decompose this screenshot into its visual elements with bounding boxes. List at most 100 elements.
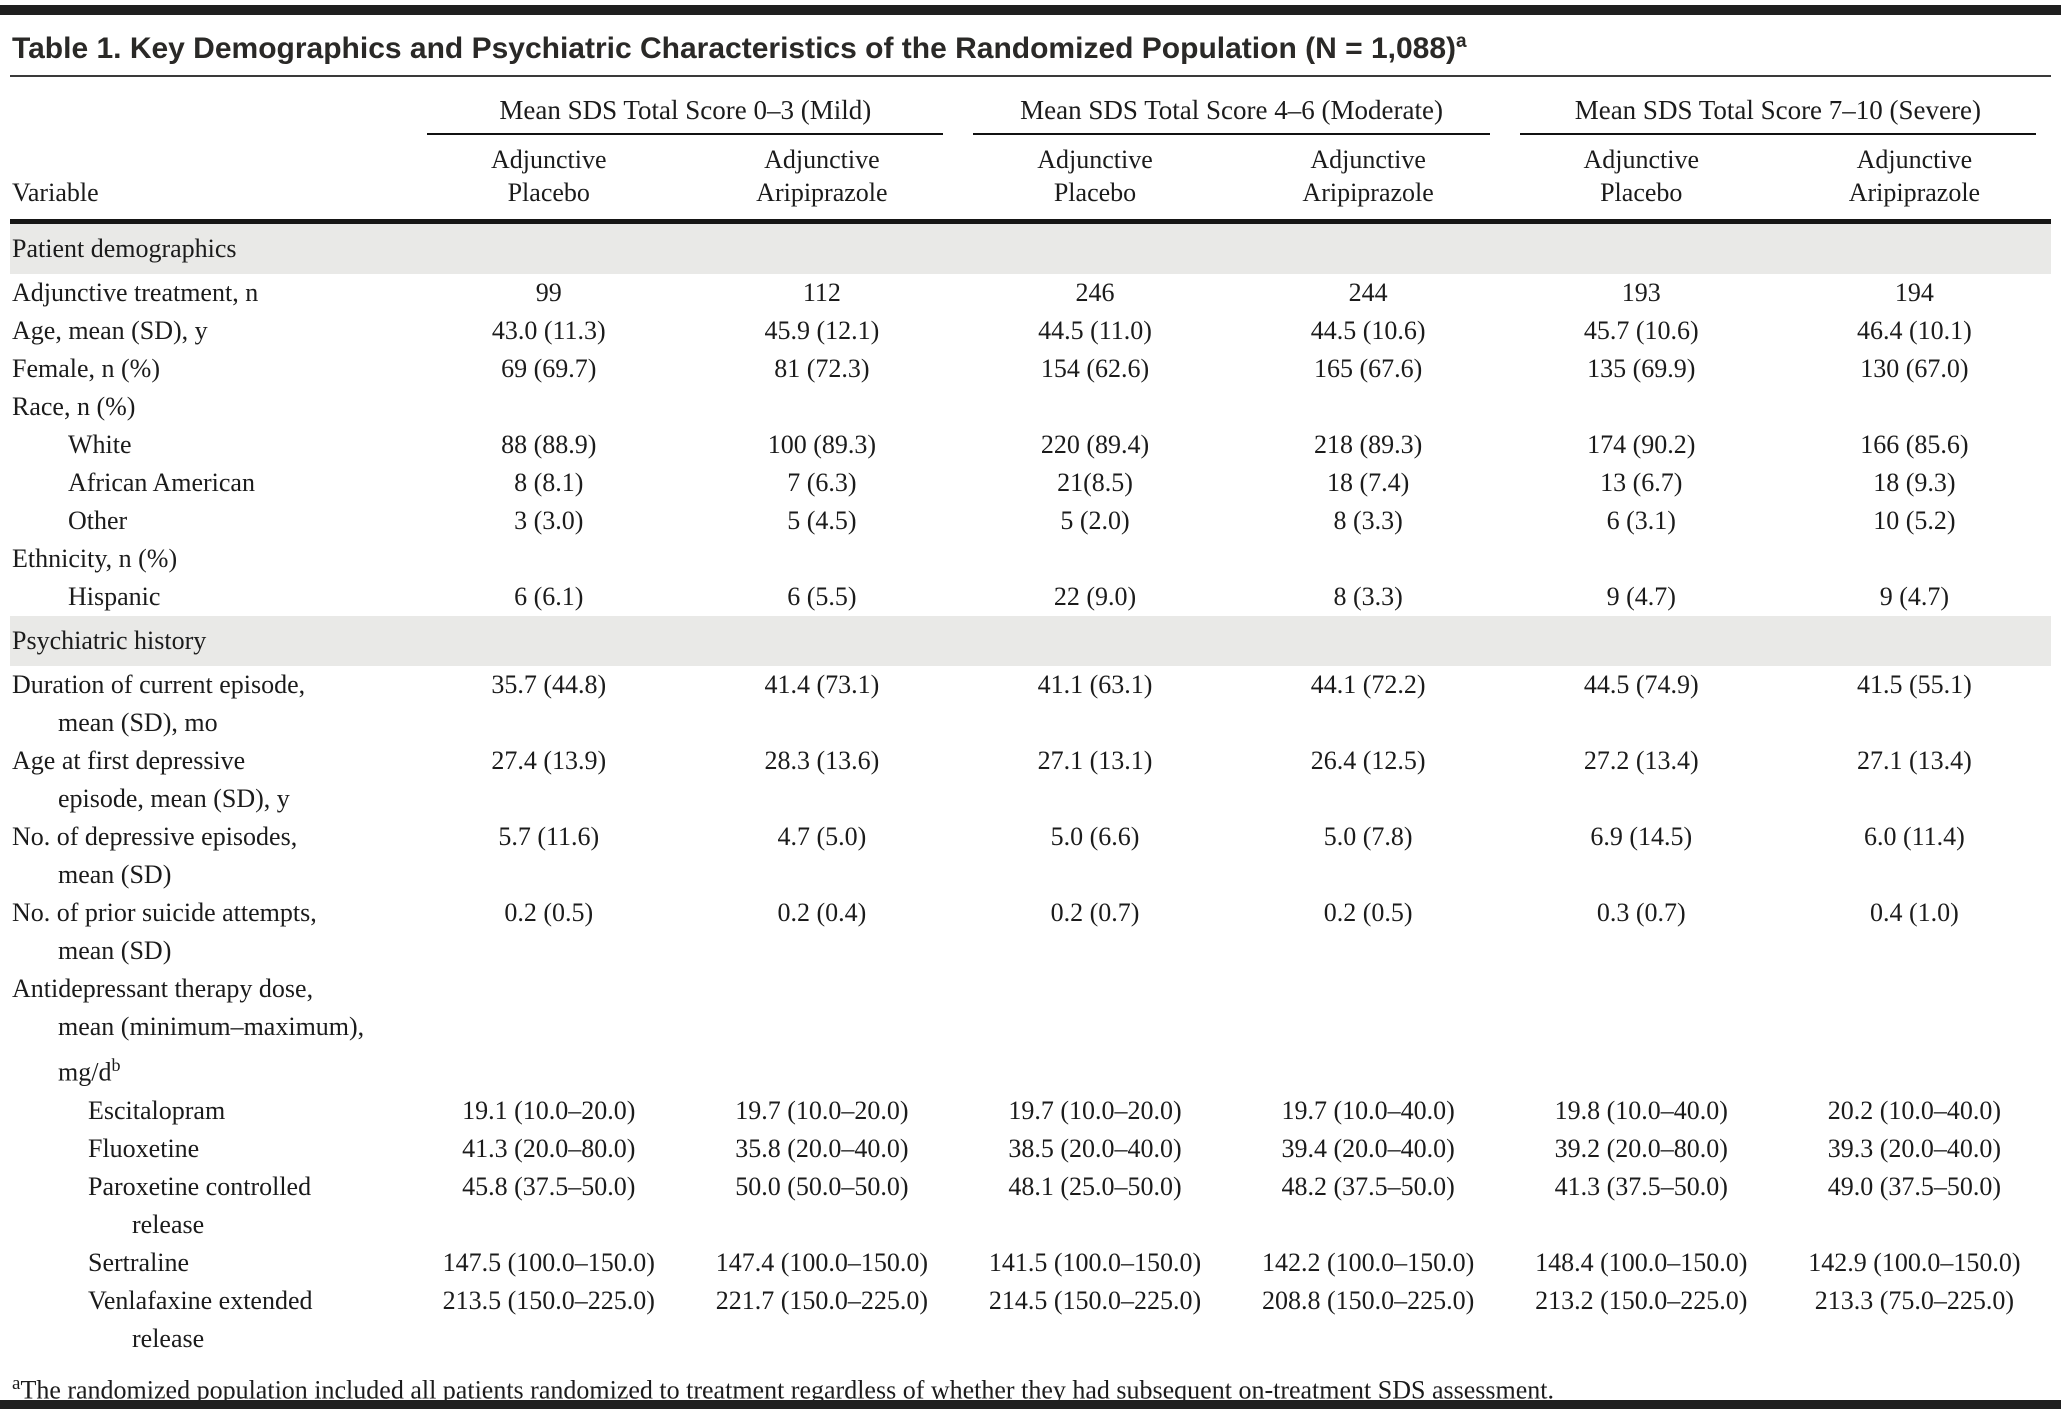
value-cell: 193 <box>1621 278 1661 307</box>
value-cell: 35.8 (20.0–40.0) <box>735 1133 909 1163</box>
table-row: Female, n (%) 69 (69.7) 81 (72.3) 154 (62.6… <box>10 350 2051 388</box>
value-cell: 0.2 (0.4) <box>777 898 867 927</box>
value-cell: 3 (3.0) <box>514 506 584 535</box>
row-label-line: White <box>68 430 132 459</box>
row-label-line: Sertraline <box>88 1247 190 1277</box>
value-cell: 50.0 (50.0–50.0) <box>735 1171 909 1201</box>
row-label: Hispanic <box>10 578 412 616</box>
column-header-placebo-mild: Adjunctive Placebo <box>412 136 686 224</box>
column-header-placebo-severe: Adjunctive Placebo <box>1504 136 1778 224</box>
value-cell: 5.0 (7.8) <box>1323 822 1413 851</box>
value-cell: 112 <box>802 278 841 307</box>
row-label: Fluoxetine <box>10 1130 412 1168</box>
table-row: White 88 (88.9) 100 (89.3) 220 (89.4) 218 (8… <box>10 426 2051 464</box>
row-label-line: Escitalopram <box>88 1095 226 1125</box>
row-label-line: Antidepressant therapy dose, <box>12 974 314 1003</box>
value-cell: 69 (69.7) <box>501 354 597 383</box>
value-cell: 6 (6.1) <box>514 582 584 611</box>
group-header-severe: Mean SDS Total Score 7–10 (Severe) <box>1505 77 2051 136</box>
row-label: Ethnicity, n (%) <box>10 540 412 578</box>
value-cell: 9 (4.7) <box>1879 582 1950 611</box>
value-cell: 135 (69.9) <box>1587 354 1696 383</box>
section-row: Patient demographics <box>10 221 2051 274</box>
value-cell: 19.7 (10.0–20.0) <box>735 1095 909 1125</box>
value-cell: 41.3 (20.0–80.0) <box>462 1133 636 1163</box>
value-cell: 18 (9.3) <box>1873 468 1956 497</box>
footnote-a-marker: a <box>12 1372 21 1394</box>
table-title-text: Table 1. Key Demographics and Psychiatri… <box>12 32 1457 65</box>
value-cell: 213.2 (150.0–225.0) <box>1535 1285 1748 1315</box>
value-cell <box>958 388 1231 426</box>
value-cell: 214.5 (150.0–225.0) <box>988 1285 1202 1315</box>
table-row: Venlafaxine extended release 213.5 (150.0–… <box>10 1282 2051 1358</box>
footnotes: aThe randomized population included all … <box>10 1360 2051 1409</box>
value-cell: 4.7 (5.0) <box>777 822 867 851</box>
value-cell: 194 <box>1894 278 1934 307</box>
value-cell: 27.1 (13.1) <box>1037 746 1153 775</box>
value-cell: 142.2 (100.0–150.0) <box>1261 1247 1475 1277</box>
footnote-a-text: The randomized population included all p… <box>20 1375 1555 1405</box>
table-row: Adjunctive treatment, n 99 112 246 244 193 194 <box>10 274 2051 312</box>
column-header-aripiprazole-moderate: Adjunctive Aripiprazole <box>1231 136 1505 224</box>
value-cell: 39.4 (20.0–40.0) <box>1281 1133 1455 1163</box>
table-row: Age, mean (SD), y 43.0 (11.3) 45.9 (12.1) 4… <box>10 312 2051 350</box>
value-cell: 46.4 (10.1) <box>1856 316 1972 345</box>
value-cell: 44.5 (10.6) <box>1310 316 1426 345</box>
table-row: Other 3 (3.0) 5 (4.5) 5 (2.0) 8 (3.3) 6 (3.1)… <box>10 502 2051 540</box>
row-label-line: Adjunctive treatment, n <box>12 278 259 307</box>
value-cell: 20.2 (10.0–40.0) <box>1827 1095 2002 1125</box>
table-row: Ethnicity, n (%) <box>10 540 2051 578</box>
value-cell: 8 (3.3) <box>1333 506 1403 535</box>
table-header: Variable Mean SDS Total Score 0–3 (Mild)… <box>10 77 2051 224</box>
value-cell: 6.9 (14.5) <box>1590 822 1693 851</box>
value-cell: 48.1 (25.0–50.0) <box>1008 1171 1182 1201</box>
value-cell: 35.7 (44.8) <box>491 670 607 699</box>
value-cell <box>1778 540 2051 578</box>
value-cell: 22 (9.0) <box>1053 582 1137 611</box>
table-body: Patient demographics Adjunctive treatment… <box>10 221 2051 1358</box>
row-label-line: Ethnicity, n (%) <box>12 544 178 573</box>
value-cell: 165 (67.6) <box>1313 354 1423 383</box>
table-row: No. of prior suicide attempts, mean (SD) 0… <box>10 894 2051 970</box>
value-cell: 18 (7.4) <box>1326 468 1410 497</box>
value-cell: 5 (4.5) <box>787 506 857 535</box>
value-cell: 100 (89.3) <box>767 430 877 459</box>
value-cell: 19.7 (10.0–20.0) <box>1008 1095 1182 1125</box>
column-header-aripiprazole-mild: Adjunctive Aripiprazole <box>685 136 959 224</box>
row-label-line: Age, mean (SD), y <box>12 316 208 345</box>
value-cell: 39.2 (20.0–80.0) <box>1554 1133 1728 1163</box>
row-label: Age, mean (SD), y <box>10 312 412 350</box>
value-cell: 27.2 (13.4) <box>1583 746 1699 775</box>
value-cell: 0.3 (0.7) <box>1596 898 1686 927</box>
value-cell: 41.3 (37.5–50.0) <box>1554 1171 1728 1201</box>
value-cell: 19.8 (10.0–40.0) <box>1554 1095 1728 1125</box>
row-label: Escitalopram <box>10 1092 412 1130</box>
value-cell: 147.5 (100.0–150.0) <box>442 1247 655 1277</box>
row-label-line: Race, n (%) <box>12 392 136 421</box>
footnote-a: aThe randomized population included all … <box>12 1365 2049 1409</box>
table-row: African American 8 (8.1) 7 (6.3) 21(8.5) 18 … <box>10 464 2051 502</box>
value-cell <box>1232 388 1505 426</box>
row-label-continuation: release <box>132 1323 205 1353</box>
value-cell: 246 <box>1075 278 1115 307</box>
value-cell: 213.5 (150.0–225.0) <box>442 1285 655 1315</box>
value-cell: 19.7 (10.0–40.0) <box>1281 1095 1455 1125</box>
value-cell <box>1232 970 1505 1092</box>
group-header-mild-label: Mean SDS Total Score 0–3 (Mild) <box>427 95 944 135</box>
value-cell <box>1505 540 1778 578</box>
value-cell: 48.2 (37.5–50.0) <box>1281 1171 1455 1201</box>
column-header-aripiprazole-severe: Adjunctive Aripiprazole <box>1777 136 2051 224</box>
value-cell: 19.1 (10.0–20.0) <box>462 1095 636 1125</box>
row-label: Venlafaxine extended release <box>10 1282 412 1358</box>
row-label-line: Venlafaxine extended <box>88 1285 313 1315</box>
value-cell: 45.7 (10.6) <box>1583 316 1699 345</box>
value-cell: 154 (62.6) <box>1040 354 1150 383</box>
row-label-line: Other <box>68 506 128 535</box>
row-label-line: African American <box>68 468 255 497</box>
value-cell: 99 <box>535 278 562 307</box>
value-cell: 213.3 (75.0–225.0) <box>1814 1285 2015 1315</box>
row-label: No. of depressive episodes, mean (SD) <box>10 818 412 894</box>
table-title: Table 1. Key Demographics and Psychiatri… <box>10 15 2051 77</box>
row-label-line: Fluoxetine <box>88 1133 200 1163</box>
